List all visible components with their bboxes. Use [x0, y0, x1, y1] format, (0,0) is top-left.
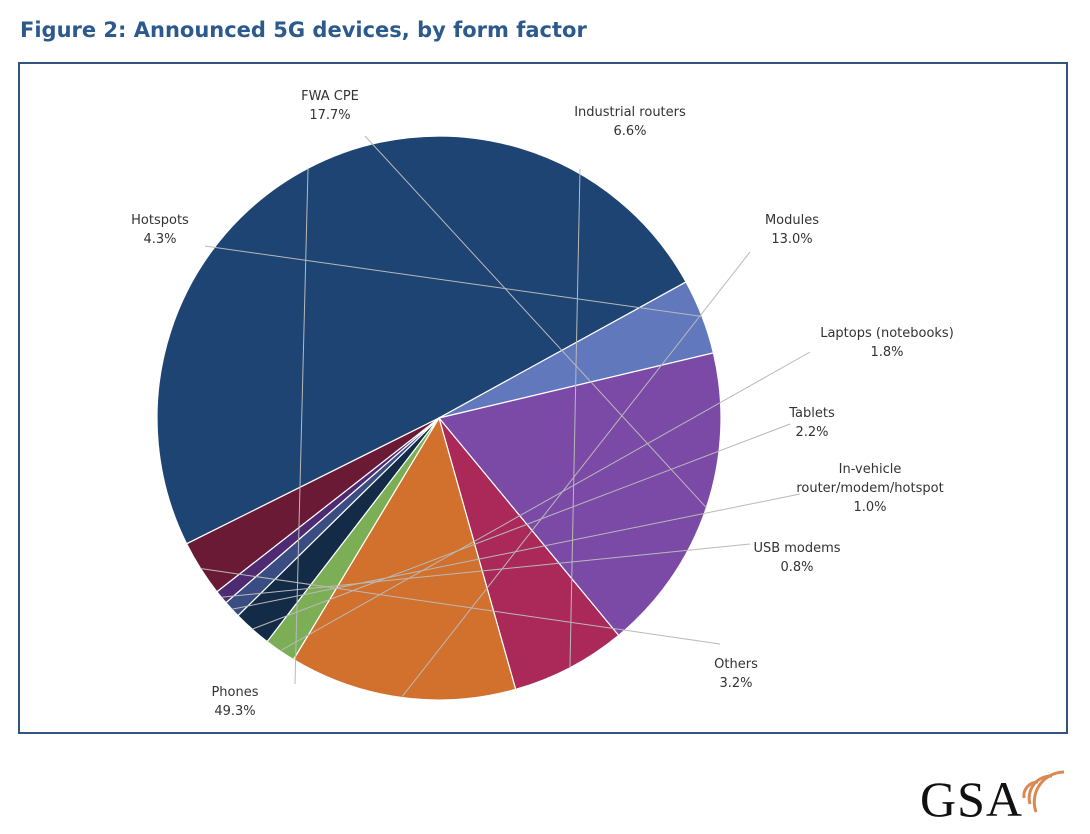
chart-frame: Phones 49.3% Hotspots 4.3% FWA CPE 17.7% Indus… — [18, 62, 1068, 734]
slice-label-name: Tablets — [788, 406, 835, 421]
slice-label-modules: Modules 13.0% — [765, 213, 819, 247]
slice-labels: Phones 49.3% Hotspots 4.3% FWA CPE 17.7% Indus… — [131, 89, 954, 719]
leader-lines — [200, 135, 811, 698]
slice-label-name: FWA CPE — [301, 89, 359, 104]
leader-line-tablets — [251, 423, 791, 630]
gsa-logo-text: GSA — [920, 771, 1024, 827]
slice-label-value: 13.0% — [771, 232, 812, 247]
leader-line-hotspots — [204, 245, 703, 318]
slice-label-in-vehicle-router-modem-hotspot: In-vehicle router/modem/hotspot 1.0% — [796, 462, 943, 515]
slice-label-hotspots: Hotspots 4.3% — [131, 213, 189, 247]
slice-label-value: 17.7% — [309, 108, 350, 123]
slice-label-value: 6.6% — [613, 124, 646, 139]
leader-line-industrial-routers — [569, 168, 581, 668]
figure-title: Figure 2: Announced 5G devices, by form … — [20, 18, 587, 42]
slice-label-name: In-vehicle — [839, 462, 902, 477]
gsa-logo: GSA — [920, 760, 1080, 830]
slice-label-name: Hotspots — [131, 213, 189, 228]
slice-label-usb-modems: USB modems 0.8% — [753, 541, 840, 575]
slice-label-phones: Phones 49.3% — [211, 685, 258, 719]
slice-label-laptops-notebooks: Laptops (notebooks) 1.8% — [820, 326, 954, 360]
pie-chart: Phones 49.3% Hotspots 4.3% FWA CPE 17.7% Indus… — [131, 89, 954, 719]
pie-slices — [156, 135, 722, 701]
slice-label-value: 49.3% — [214, 704, 255, 719]
leader-line-in-vehicle-router-modem-hotspot — [231, 493, 801, 610]
leader-line-fwa-cpe — [364, 135, 707, 509]
gsa-logo-arcs — [1022, 770, 1065, 813]
slice-label-value: 4.3% — [143, 232, 176, 247]
slice-label-others: Others 3.2% — [714, 657, 758, 691]
slice-label-name: Modules — [765, 213, 819, 228]
slice-label-value: 1.8% — [870, 345, 903, 360]
slice-label-name: USB modems — [753, 541, 840, 556]
slice-label-industrial-routers: Industrial routers 6.6% — [574, 105, 686, 139]
slice-label-value: 0.8% — [780, 560, 813, 575]
leader-line-others — [200, 568, 721, 645]
slice-label-name: Industrial routers — [574, 105, 686, 120]
slice-label-fwa-cpe: FWA CPE 17.7% — [301, 89, 359, 123]
slice-label-tablets: Tablets 2.2% — [788, 406, 835, 440]
slice-label-name: Phones — [211, 685, 258, 700]
leader-line-phones — [294, 168, 309, 685]
slice-label-name: router/modem/hotspot — [796, 481, 943, 496]
slice-label-value: 3.2% — [719, 676, 752, 691]
leader-line-modules — [401, 251, 751, 698]
leader-line-laptops-notebooks — [279, 351, 811, 652]
slice-label-value: 1.0% — [853, 500, 886, 515]
slice-label-name: Laptops (notebooks) — [820, 326, 954, 341]
slice-label-value: 2.2% — [795, 425, 828, 440]
leader-line-usb-modems — [221, 543, 751, 598]
slice-label-name: Others — [714, 657, 758, 672]
